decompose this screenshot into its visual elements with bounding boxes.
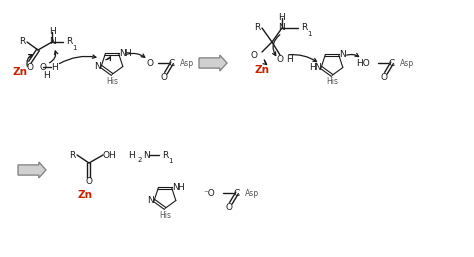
Text: H: H [310, 63, 316, 72]
Text: C: C [389, 59, 395, 68]
Text: H: H [177, 183, 183, 192]
Text: 2: 2 [138, 157, 142, 163]
Text: 1: 1 [168, 158, 173, 164]
Polygon shape [18, 162, 46, 178]
Text: N: N [94, 62, 101, 71]
FancyArrowPatch shape [127, 53, 145, 57]
Text: H: H [52, 62, 58, 71]
Text: His: His [326, 78, 338, 87]
Text: 1: 1 [307, 31, 311, 37]
Text: N: N [49, 38, 55, 47]
Text: H: H [279, 14, 285, 23]
Text: N: N [279, 23, 285, 32]
Text: R: R [162, 151, 168, 160]
Text: N: N [147, 196, 154, 205]
Text: Zn: Zn [12, 67, 27, 77]
Text: OH: OH [103, 151, 117, 160]
Text: 1: 1 [72, 45, 76, 51]
Text: H: H [44, 71, 50, 80]
FancyArrowPatch shape [106, 57, 110, 61]
Text: O: O [226, 204, 233, 213]
Polygon shape [199, 55, 227, 71]
Text: N: N [118, 49, 126, 58]
Text: His: His [106, 77, 118, 86]
Text: O: O [40, 62, 47, 71]
Text: R: R [19, 38, 25, 47]
FancyArrowPatch shape [289, 54, 317, 62]
Text: ⁻O: ⁻O [203, 188, 215, 197]
Text: H: H [128, 151, 135, 160]
Text: Zn: Zn [255, 65, 270, 75]
FancyArrowPatch shape [27, 54, 32, 66]
Text: Asp: Asp [245, 188, 259, 197]
Text: O: O [27, 62, 34, 71]
Text: R: R [301, 23, 307, 32]
Text: N: N [172, 183, 178, 192]
Text: Asp: Asp [180, 59, 194, 68]
Text: Zn: Zn [78, 190, 92, 200]
Text: R: R [66, 38, 72, 47]
Text: R: R [69, 151, 75, 160]
Text: N: N [143, 151, 150, 160]
Text: O: O [147, 59, 154, 68]
Text: O: O [251, 50, 258, 60]
Text: C: C [234, 188, 240, 197]
Text: O: O [161, 74, 167, 82]
Text: C: C [169, 59, 175, 68]
Text: Asp: Asp [400, 59, 414, 68]
Text: H: H [286, 56, 293, 65]
Text: O: O [381, 74, 388, 82]
Text: His: His [159, 210, 171, 219]
FancyArrowPatch shape [59, 55, 96, 64]
FancyArrowPatch shape [273, 35, 280, 56]
Text: O: O [276, 54, 283, 63]
FancyArrowPatch shape [263, 60, 266, 65]
Text: R: R [254, 23, 260, 32]
Text: HO: HO [356, 59, 370, 68]
Text: N: N [314, 63, 321, 72]
Text: N: N [339, 50, 346, 59]
FancyArrowPatch shape [49, 51, 58, 63]
Text: H: H [124, 49, 130, 58]
Text: O: O [85, 178, 92, 187]
Text: H: H [49, 27, 55, 36]
FancyArrowPatch shape [346, 53, 359, 57]
